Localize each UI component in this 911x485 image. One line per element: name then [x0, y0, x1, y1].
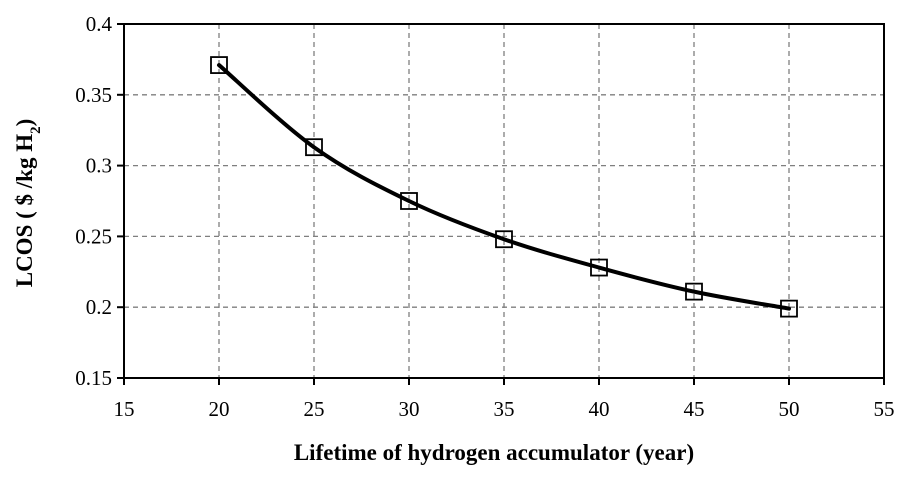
y-axis-title: LCOS ( $ /kg H2) [12, 119, 44, 288]
data-point-marker [590, 258, 608, 277]
y-tick-label: 0.35 [75, 83, 112, 107]
y-tick-label: 0.2 [86, 295, 112, 319]
x-tick-label: 15 [114, 397, 135, 421]
y-tick-label: 0.25 [75, 224, 112, 248]
data-point-marker [495, 230, 513, 249]
data-point-marker [685, 282, 703, 301]
y-axis-title-suffix: ) [12, 119, 37, 127]
x-tick-label: 30 [399, 397, 420, 421]
tick-label-layer: 15 20 25 30 35 40 45 50 55 0.15 0.2 0.25 0.3 0.35 0.4 [75, 12, 894, 421]
marker-layer [210, 56, 798, 318]
data-point-marker [210, 56, 228, 74]
data-point-marker [305, 138, 323, 157]
x-axis-title: Lifetime of hydrogen accumulator (year) [294, 440, 694, 465]
y-tick-label: 0.3 [86, 154, 112, 178]
y-axis-title-subscript: 2 [28, 126, 44, 134]
y-tick-label: 0.15 [75, 366, 112, 390]
x-tick-label: 40 [589, 397, 610, 421]
x-tick-label: 20 [209, 397, 230, 421]
x-tick-label: 50 [779, 397, 800, 421]
tick-layer [117, 23, 885, 385]
x-tick-label: 45 [684, 397, 705, 421]
y-axis-title-main: LCOS ( $ /kg H [12, 134, 37, 287]
data-point-marker [780, 299, 798, 318]
grid-layer [124, 24, 884, 378]
y-tick-label: 0.4 [86, 12, 113, 36]
x-tick-label: 35 [494, 397, 515, 421]
data-point-marker [400, 192, 418, 210]
x-tick-label: 25 [304, 397, 325, 421]
x-tick-label: 55 [874, 397, 895, 421]
